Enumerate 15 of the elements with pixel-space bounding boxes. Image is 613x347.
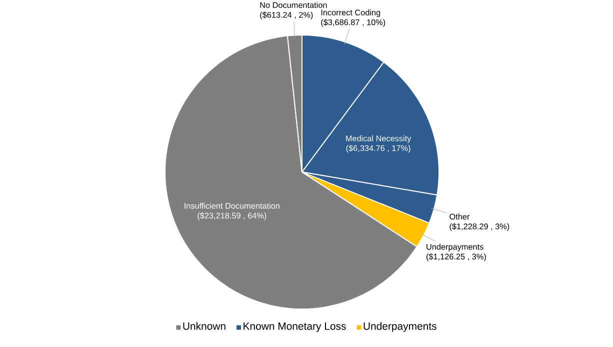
text: Unknown <box>183 322 226 330</box>
data-label: ($613.24 , 2%) <box>260 12 313 20</box>
slice-label: Other <box>450 214 470 220</box>
slice-label: Incorrect Coding <box>321 9 380 18</box>
data-label: ($1,126.25 , 3%) <box>426 253 486 262</box>
slice-label: Insufficient Documentation <box>184 202 280 209</box>
slice-label: Underpayments <box>426 244 484 252</box>
slice-label: Medical Necessity <box>346 135 412 143</box>
text: Underpayments <box>364 322 436 332</box>
slice-label: No Documentation <box>260 2 327 8</box>
data-label: ($3,686.87 , 10%) <box>321 19 386 27</box>
data-label: ($23,218.59 , 64%) <box>198 212 266 220</box>
text: Known Monetary Loss <box>244 322 346 332</box>
data-label: ($1,228.29 , 3%) <box>450 223 510 231</box>
data-label: ($6,334.76 , 17%) <box>346 144 410 153</box>
